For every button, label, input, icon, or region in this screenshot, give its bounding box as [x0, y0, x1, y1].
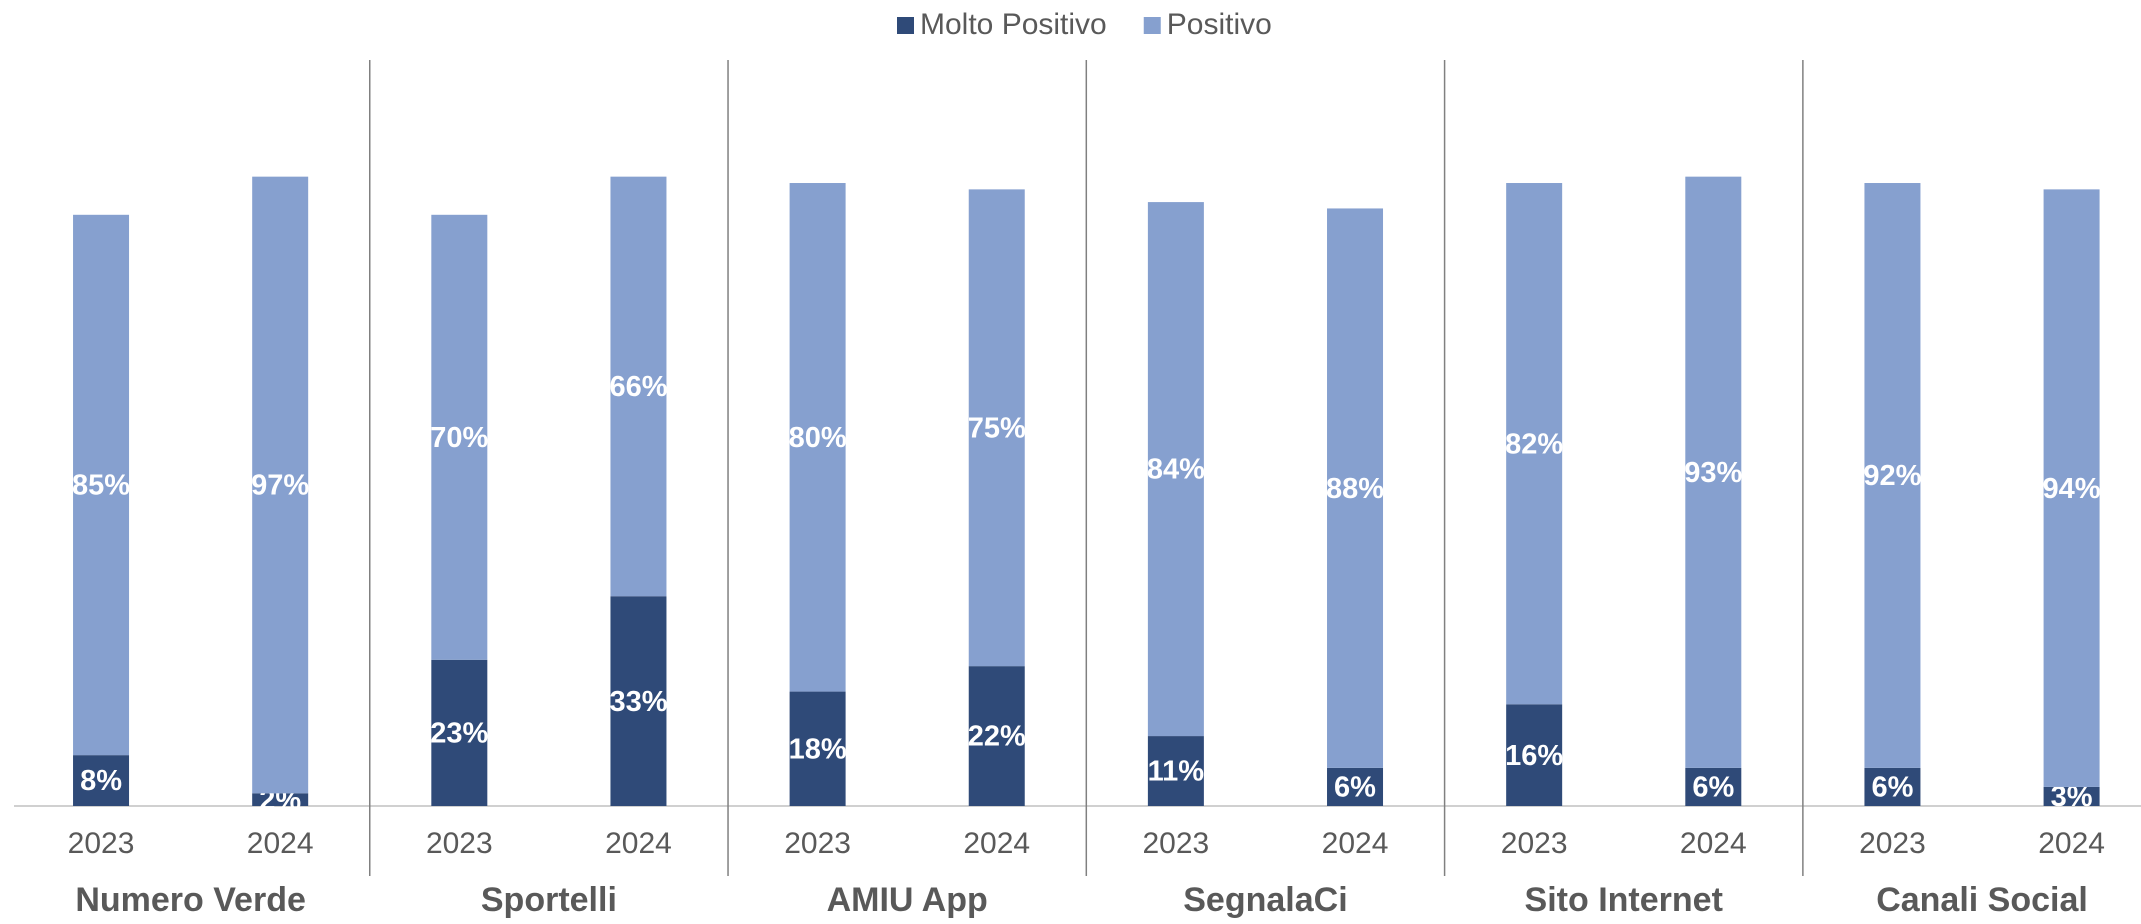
data-label: 11% — [1148, 756, 1205, 788]
bar-segment — [252, 793, 309, 806]
x-tick-label: 2023 — [426, 827, 493, 860]
legend-label: Molto Positivo — [920, 8, 1107, 41]
x-tick-label: 2023 — [1859, 827, 1926, 860]
bar-segment — [1506, 704, 1563, 806]
data-label: 66% — [609, 371, 667, 403]
data-label: 84% — [1147, 454, 1205, 486]
data-label: 33% — [609, 686, 667, 718]
data-label: 8% — [80, 765, 122, 797]
x-tick-label: 2024 — [247, 827, 314, 860]
data-label: 94% — [2043, 473, 2101, 505]
data-label: 92% — [1863, 460, 1921, 492]
group-label: Numero Verde — [75, 881, 306, 919]
data-label: 18% — [789, 733, 847, 765]
x-tick-label: 2023 — [68, 827, 135, 860]
bar-segment — [1147, 202, 1204, 737]
data-label: 97% — [251, 470, 309, 502]
group-label: Canali Social — [1876, 881, 2088, 919]
data-label: 88% — [1326, 473, 1384, 505]
bar-segment — [968, 189, 1025, 667]
group-label: AMIU App — [827, 881, 988, 919]
x-tick-label: 2023 — [1501, 827, 1568, 860]
data-label: 85% — [72, 470, 130, 502]
data-label: 6% — [1871, 772, 1913, 804]
data-label: 6% — [1692, 772, 1734, 804]
bar-segment — [2043, 786, 2100, 806]
data-label: 16% — [1505, 740, 1563, 772]
x-tick-label: 2024 — [963, 827, 1030, 860]
data-label: 70% — [430, 422, 488, 454]
data-label: 82% — [1505, 428, 1563, 460]
x-tick-label: 2024 — [1680, 827, 1747, 860]
x-tick-label: 2024 — [2038, 827, 2105, 860]
bar-segment — [968, 666, 1025, 806]
bar-segment — [2043, 189, 2100, 787]
data-label: 6% — [1334, 772, 1376, 804]
legend-label: Positivo — [1167, 8, 1272, 41]
bar-segment — [610, 176, 667, 597]
bar-segment — [789, 691, 846, 806]
x-tick-label: 2024 — [605, 827, 672, 860]
bar-segment — [73, 214, 130, 756]
bar-segment — [1685, 767, 1742, 806]
bar-segment — [1327, 767, 1384, 806]
bar-segment — [252, 176, 309, 794]
data-label: 22% — [968, 721, 1026, 753]
data-label: 23% — [430, 718, 488, 750]
legend: Molto Positivo Positivo — [897, 8, 1272, 41]
data-label: 80% — [789, 422, 847, 454]
data-label: 75% — [968, 412, 1026, 444]
bar-segment — [73, 755, 130, 806]
group-label: Sito Internet — [1525, 881, 1723, 919]
bar-segment — [1506, 183, 1563, 705]
legend-swatch — [1143, 17, 1161, 34]
bar-segment — [1864, 767, 1921, 806]
bar-segment — [1327, 208, 1384, 768]
bar-segment — [1685, 176, 1742, 768]
bar-segment — [1864, 183, 1921, 768]
group-label: SegnalaCi — [1183, 881, 1347, 919]
data-label: 93% — [1684, 457, 1742, 489]
group-label: Sportelli — [481, 881, 617, 919]
x-tick-label: 2023 — [1143, 827, 1210, 860]
x-tick-label: 2023 — [784, 827, 851, 860]
x-tick-label: 2024 — [1322, 827, 1389, 860]
bar-segment — [431, 659, 488, 806]
bar-segment — [610, 596, 667, 806]
bar-segment — [1147, 736, 1204, 806]
bar-segment — [789, 183, 846, 692]
bar-segment — [431, 214, 488, 660]
legend-swatch — [897, 17, 914, 34]
